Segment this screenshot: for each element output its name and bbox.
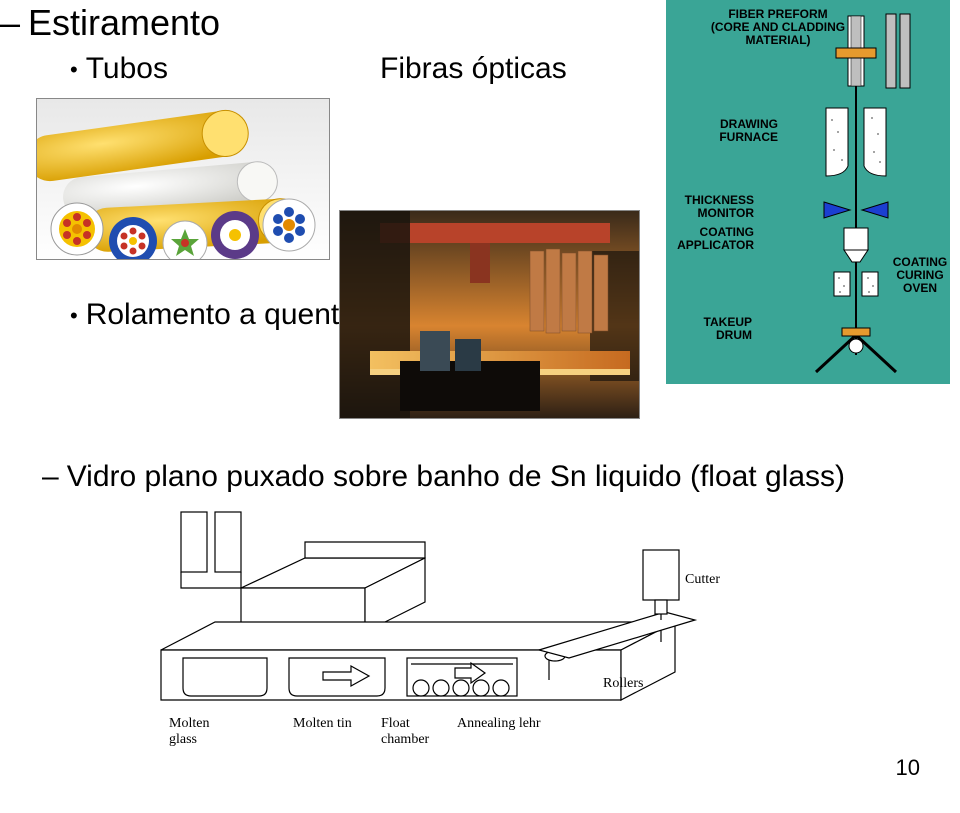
label-rollers: Rollers [603, 676, 643, 692]
label-annealing-lehr: Annealing lehr [457, 716, 541, 732]
sub-dash-icon: – [42, 460, 59, 493]
float-glass-diagram: Molten glass Molten tin Float chamber An… [155, 500, 729, 775]
label-float-chamber: Float chamber [381, 716, 429, 748]
bullet-vidro-plano-label: Vidro plano puxado sobre banho de Sn liq… [67, 460, 845, 493]
fiber-diagram: FIBER PREFORM(CORE AND CLADDINGMATERIAL)… [666, 0, 950, 384]
bullet-fibras-label: Fibras ópticas [380, 52, 567, 85]
tubos-image [36, 98, 330, 260]
label-molten-glass: Molten glass [169, 716, 209, 748]
bullet-fibras: Fibras ópticas [380, 52, 567, 86]
page-number: 10 [896, 755, 920, 781]
title-dash: – [0, 2, 20, 44]
label-molten-tin: Molten tin [293, 716, 352, 732]
bullet-tubos: • Tubos [70, 52, 168, 86]
bullet-dot-icon: • [70, 303, 78, 328]
bullet-rolamento: • Rolamento a quente [70, 298, 356, 332]
rolamento-image [339, 210, 640, 419]
bullet-tubos-label: Tubos [86, 52, 168, 85]
title-text: Estiramento [28, 2, 220, 44]
bullet-dot-icon: • [70, 57, 78, 82]
bullet-vidro-plano: –Vidro plano puxado sobre banho de Sn li… [42, 460, 845, 494]
label-cutter: Cutter [685, 572, 720, 588]
svg-text:DRAWINGFURNACE: DRAWINGFURNACE [719, 117, 778, 144]
bullet-rolamento-label: Rolamento a quente [86, 298, 356, 331]
